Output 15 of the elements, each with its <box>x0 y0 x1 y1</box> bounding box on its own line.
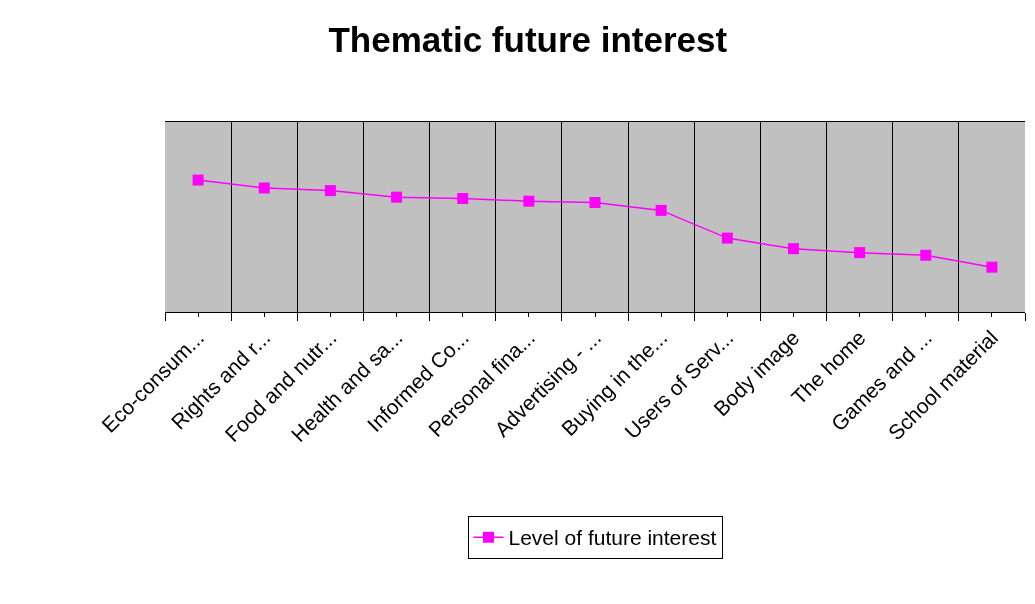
point <box>655 204 667 216</box>
point <box>457 193 469 205</box>
point <box>721 232 733 244</box>
point <box>258 182 270 194</box>
point <box>589 196 601 208</box>
point <box>986 261 998 273</box>
legend-label: Level of future interest <box>508 526 717 550</box>
chart-title: Thematic future interest <box>328 19 728 59</box>
point <box>920 249 932 261</box>
point <box>391 191 403 203</box>
point <box>324 185 336 197</box>
point <box>854 247 866 259</box>
point <box>192 174 204 186</box>
point <box>787 243 799 255</box>
point <box>523 195 535 207</box>
